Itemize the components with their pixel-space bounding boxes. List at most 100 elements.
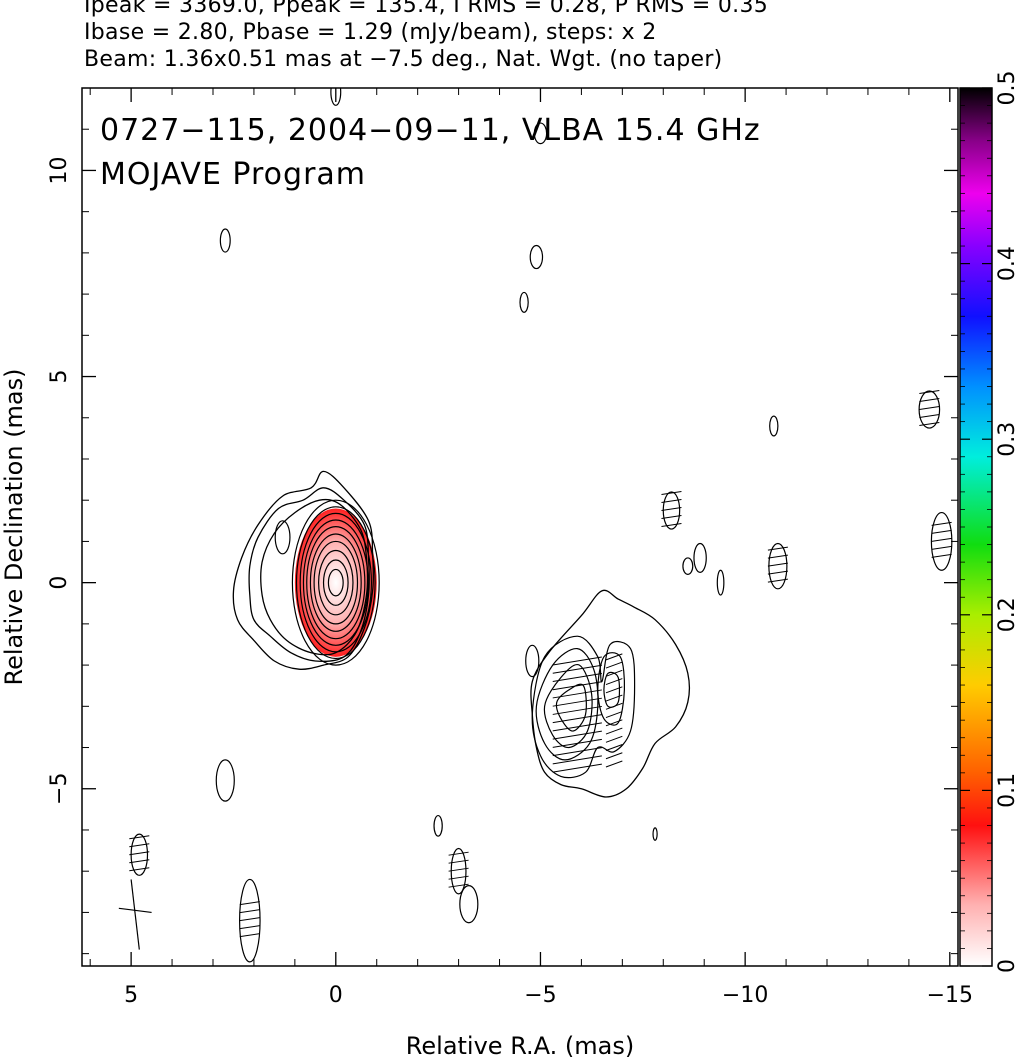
noise-contour: [533, 122, 548, 145]
polarization-vector: [605, 678, 623, 686]
noise-contour: [662, 491, 681, 530]
core-contour: [318, 549, 354, 616]
header-line-2: Ibase = 2.80, Pbase = 1.29 (mJy/beam), s…: [84, 20, 657, 45]
polarization-vector: [448, 867, 469, 872]
polarization-vector: [605, 711, 623, 719]
polarization-vector: [919, 398, 940, 403]
polarization-vector: [919, 422, 940, 427]
x-tick-label: −10: [722, 983, 768, 1008]
polarization-vector: [661, 523, 682, 528]
noise-contour: [529, 244, 544, 270]
x-tick-label: −5: [524, 983, 556, 1008]
polarization-vector: [931, 537, 952, 542]
polarization-vector: [605, 661, 623, 669]
jet-contour: [603, 671, 621, 708]
polarization-vector: [767, 570, 788, 575]
noise-contour: [215, 759, 235, 802]
plot-frame: [81, 87, 959, 967]
polarization-vector: [919, 414, 940, 419]
noise-contour: [525, 644, 540, 678]
polarization-vector: [129, 851, 150, 856]
polarization-vector: [552, 705, 602, 715]
polarization-vector: [552, 689, 602, 699]
polarization-vector: [129, 835, 150, 840]
data-layer: [118, 88, 953, 963]
core-contour: [295, 506, 376, 660]
jet-contour: [555, 683, 587, 732]
vector-tick: [130, 879, 140, 950]
core-contour: [322, 559, 349, 606]
core-contour: [309, 533, 362, 632]
colorbar-tick-label: 0.1: [995, 773, 1020, 808]
core-contour: [313, 540, 359, 625]
vector-tick: [118, 907, 152, 914]
polarization-vector: [552, 763, 602, 773]
polarization-vector: [552, 664, 602, 674]
polarization-vector: [448, 875, 469, 880]
noise-contour: [519, 291, 529, 313]
polarization-vector: [129, 867, 150, 872]
noise-contour: [716, 569, 725, 596]
polarization-vector: [661, 491, 682, 496]
polarization-vector: [552, 681, 602, 691]
polarization-vector: [552, 714, 602, 724]
polarization-vector: [931, 553, 952, 558]
y-tick-label: −5: [47, 773, 72, 805]
polarization-vector: [552, 656, 602, 666]
noise-contour: [238, 878, 261, 963]
noise-contour: [450, 847, 467, 895]
polarization-vector: [552, 722, 602, 732]
x-axis-title: Relative R.A. (mas): [406, 1032, 634, 1060]
x-tick-label: −15: [927, 983, 973, 1008]
header-line-1: Ipeak = 3369.0, Ppeak = 135.4, I RMS = 0…: [84, 0, 769, 18]
noise-contour: [682, 557, 694, 576]
y-tick-label: 10: [47, 156, 72, 184]
polarization-vector: [552, 697, 602, 707]
noise-contour: [652, 827, 658, 841]
polarization-vector: [767, 554, 788, 559]
core-contour: [327, 568, 344, 597]
polarization-vector: [605, 669, 623, 677]
plot-title-line-1: 0727−115, 2004−09−11, VLBA 15.4 GHz: [100, 113, 761, 148]
jet-contour: [543, 663, 593, 749]
polarization-vector: [919, 390, 940, 395]
noise-contour: [769, 415, 779, 437]
polarization-vector: [605, 719, 623, 727]
noise-contour: [274, 520, 291, 555]
polarization-vector: [239, 933, 260, 938]
y-axis-title: Relative Declination (mas): [0, 368, 28, 685]
polarization-vector: [605, 752, 623, 760]
core-contour: [306, 525, 366, 640]
polarization-vector: [919, 406, 940, 411]
y-tick-label: 5: [47, 370, 72, 384]
polarization-vector: [552, 730, 602, 740]
core-contour: [291, 499, 380, 666]
polarization-vector: [552, 672, 602, 682]
polarization-vector: [239, 901, 260, 906]
jet-contour: [531, 635, 636, 779]
noise-contour: [330, 88, 342, 106]
polarization-vector: [239, 925, 260, 930]
polarization-vector: [605, 694, 623, 702]
polarization-vector: [552, 747, 602, 757]
x-tick-label: 5: [124, 983, 138, 1008]
core-outer-contour: [232, 470, 375, 670]
colorbar-ticks: 0 0.1 0.2 0.3 0.4 0.5: [960, 71, 1020, 973]
noise-contour: [459, 885, 479, 924]
colorbar-tick-label: 0: [995, 959, 1020, 973]
polarization-vector: [605, 760, 623, 768]
noise-contour: [433, 814, 443, 837]
core-contour: [299, 512, 373, 653]
polarization-vector: [605, 686, 623, 694]
polarization-vector: [931, 545, 952, 550]
polarization-vector: [931, 521, 952, 526]
polarization-vector: [129, 859, 150, 864]
jet-contour: [535, 647, 599, 761]
noise-contour: [693, 542, 707, 573]
core-outer-contour: [248, 487, 370, 662]
polarization-vector: [661, 515, 682, 520]
polarization-vector: [931, 529, 952, 534]
polarization-vector: [552, 755, 602, 765]
colorbar-tick-label: 0.2: [995, 597, 1020, 632]
